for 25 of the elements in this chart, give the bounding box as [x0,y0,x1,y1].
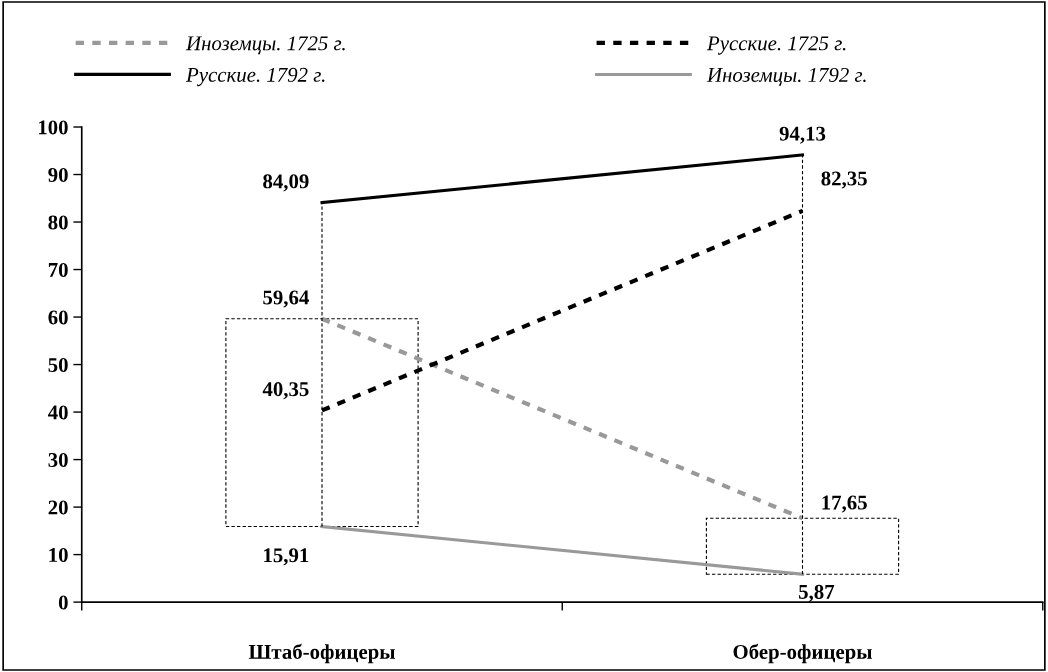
y-tick-label: 80 [48,215,68,230]
y-tick-label: 60 [48,310,68,325]
y-tick-label: 0 [58,595,68,610]
data-label: 15,91 [264,548,309,566]
y-tick-label: 40 [48,405,68,420]
legend-label: Русские. 1725 г. [706,36,846,55]
data-label: 94,13 [779,126,826,144]
data-label: 82,35 [821,171,867,189]
y-tick-label: 30 [48,452,68,468]
x-tick-label: Штаб-офицеры [248,643,395,664]
data-label: 5,87 [799,584,835,602]
y-tick-label: 50 [48,357,68,372]
data-label: 59,64 [263,290,309,308]
y-tick-label: 70 [48,262,68,277]
y-tick-label: 20 [48,500,68,515]
y-tick-label: 10 [49,547,68,563]
data-label: 84,09 [263,174,309,192]
data-label: 40,35 [262,382,309,400]
legend-label: Русские. 1792 г. [185,67,325,87]
data-label: 17,65 [822,495,867,513]
legend-label: Иноземцы. 1725 г. [185,36,345,55]
y-tick-label: 90 [48,167,68,182]
legend-label: Иноземцы. 1792 г. [706,67,866,86]
y-tick-label: 100 [38,120,68,135]
x-tick-label: Обер-офицеры [733,643,872,664]
